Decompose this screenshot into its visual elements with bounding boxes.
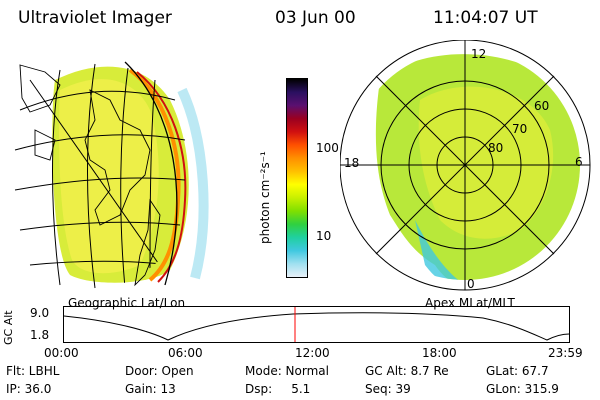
info-ip: IP: 36.0	[6, 382, 52, 396]
emission-core	[59, 79, 159, 274]
polar-map: 12 6 18 0 60 70 80	[340, 40, 591, 291]
colorbar-tick-100: 100	[316, 141, 339, 155]
earth-limb	[124, 61, 178, 286]
info-filter: Flt: LBHL	[6, 364, 60, 378]
xtick-2359: 23:59	[548, 346, 583, 360]
info-gain: Gain: 13	[125, 382, 176, 396]
mlat-70-label: 70	[512, 122, 527, 136]
info-dsp: Dsp: 5.1	[245, 382, 311, 396]
info-door: Door: Open	[125, 364, 194, 378]
lat-lon-grid	[14, 63, 186, 289]
mlt-18-label: 18	[344, 156, 359, 170]
app-title: Ultraviolet Imager	[18, 8, 172, 28]
altitude-ytick-min: 1.8	[30, 328, 50, 342]
altitude-plot	[63, 306, 570, 343]
info-glat: GLat: 67.7	[486, 364, 549, 378]
auroral-oval-peak	[136, 71, 187, 283]
colorbar-unit: photon cm⁻²s⁻¹	[258, 151, 272, 244]
colorbar-tick-10: 10	[316, 229, 332, 243]
info-gc-alt: GC Alt: 8.7 Re	[365, 364, 449, 378]
geographic-map	[14, 61, 209, 289]
info-glon: GLon: 315.9	[486, 382, 559, 396]
polar-grid	[340, 40, 591, 291]
xtick-1200: 12:00	[295, 346, 330, 360]
mlat-60-label: 60	[534, 99, 549, 113]
altitude-plot-frame	[63, 306, 570, 343]
altitude-curve	[63, 312, 570, 341]
mlat-80-label: 80	[488, 141, 503, 155]
mlt-12-label: 12	[471, 47, 486, 61]
xtick-0600: 06:00	[168, 346, 203, 360]
time-label: 11:04:07 UT	[433, 8, 538, 28]
info-seq: Seq: 39	[365, 382, 411, 396]
color-scale	[262, 78, 308, 278]
dayglow-edge	[177, 87, 209, 280]
coastlines	[19, 64, 161, 287]
xtick-1800: 18:00	[422, 346, 457, 360]
xtick-0000: 00:00	[44, 346, 79, 360]
mlt-6-label: 6	[575, 155, 583, 169]
date-label: 03 Jun 00	[275, 8, 356, 28]
mlt-0-label: 0	[467, 277, 475, 291]
color-scale-bar	[286, 78, 308, 278]
altitude-ytick-max: 9.0	[30, 306, 50, 320]
altitude-ylabel: GC Alt	[2, 310, 15, 345]
info-mode: Mode: Normal	[245, 364, 329, 378]
polar-low-emission	[415, 220, 475, 280]
polar-emission-core	[418, 86, 554, 239]
